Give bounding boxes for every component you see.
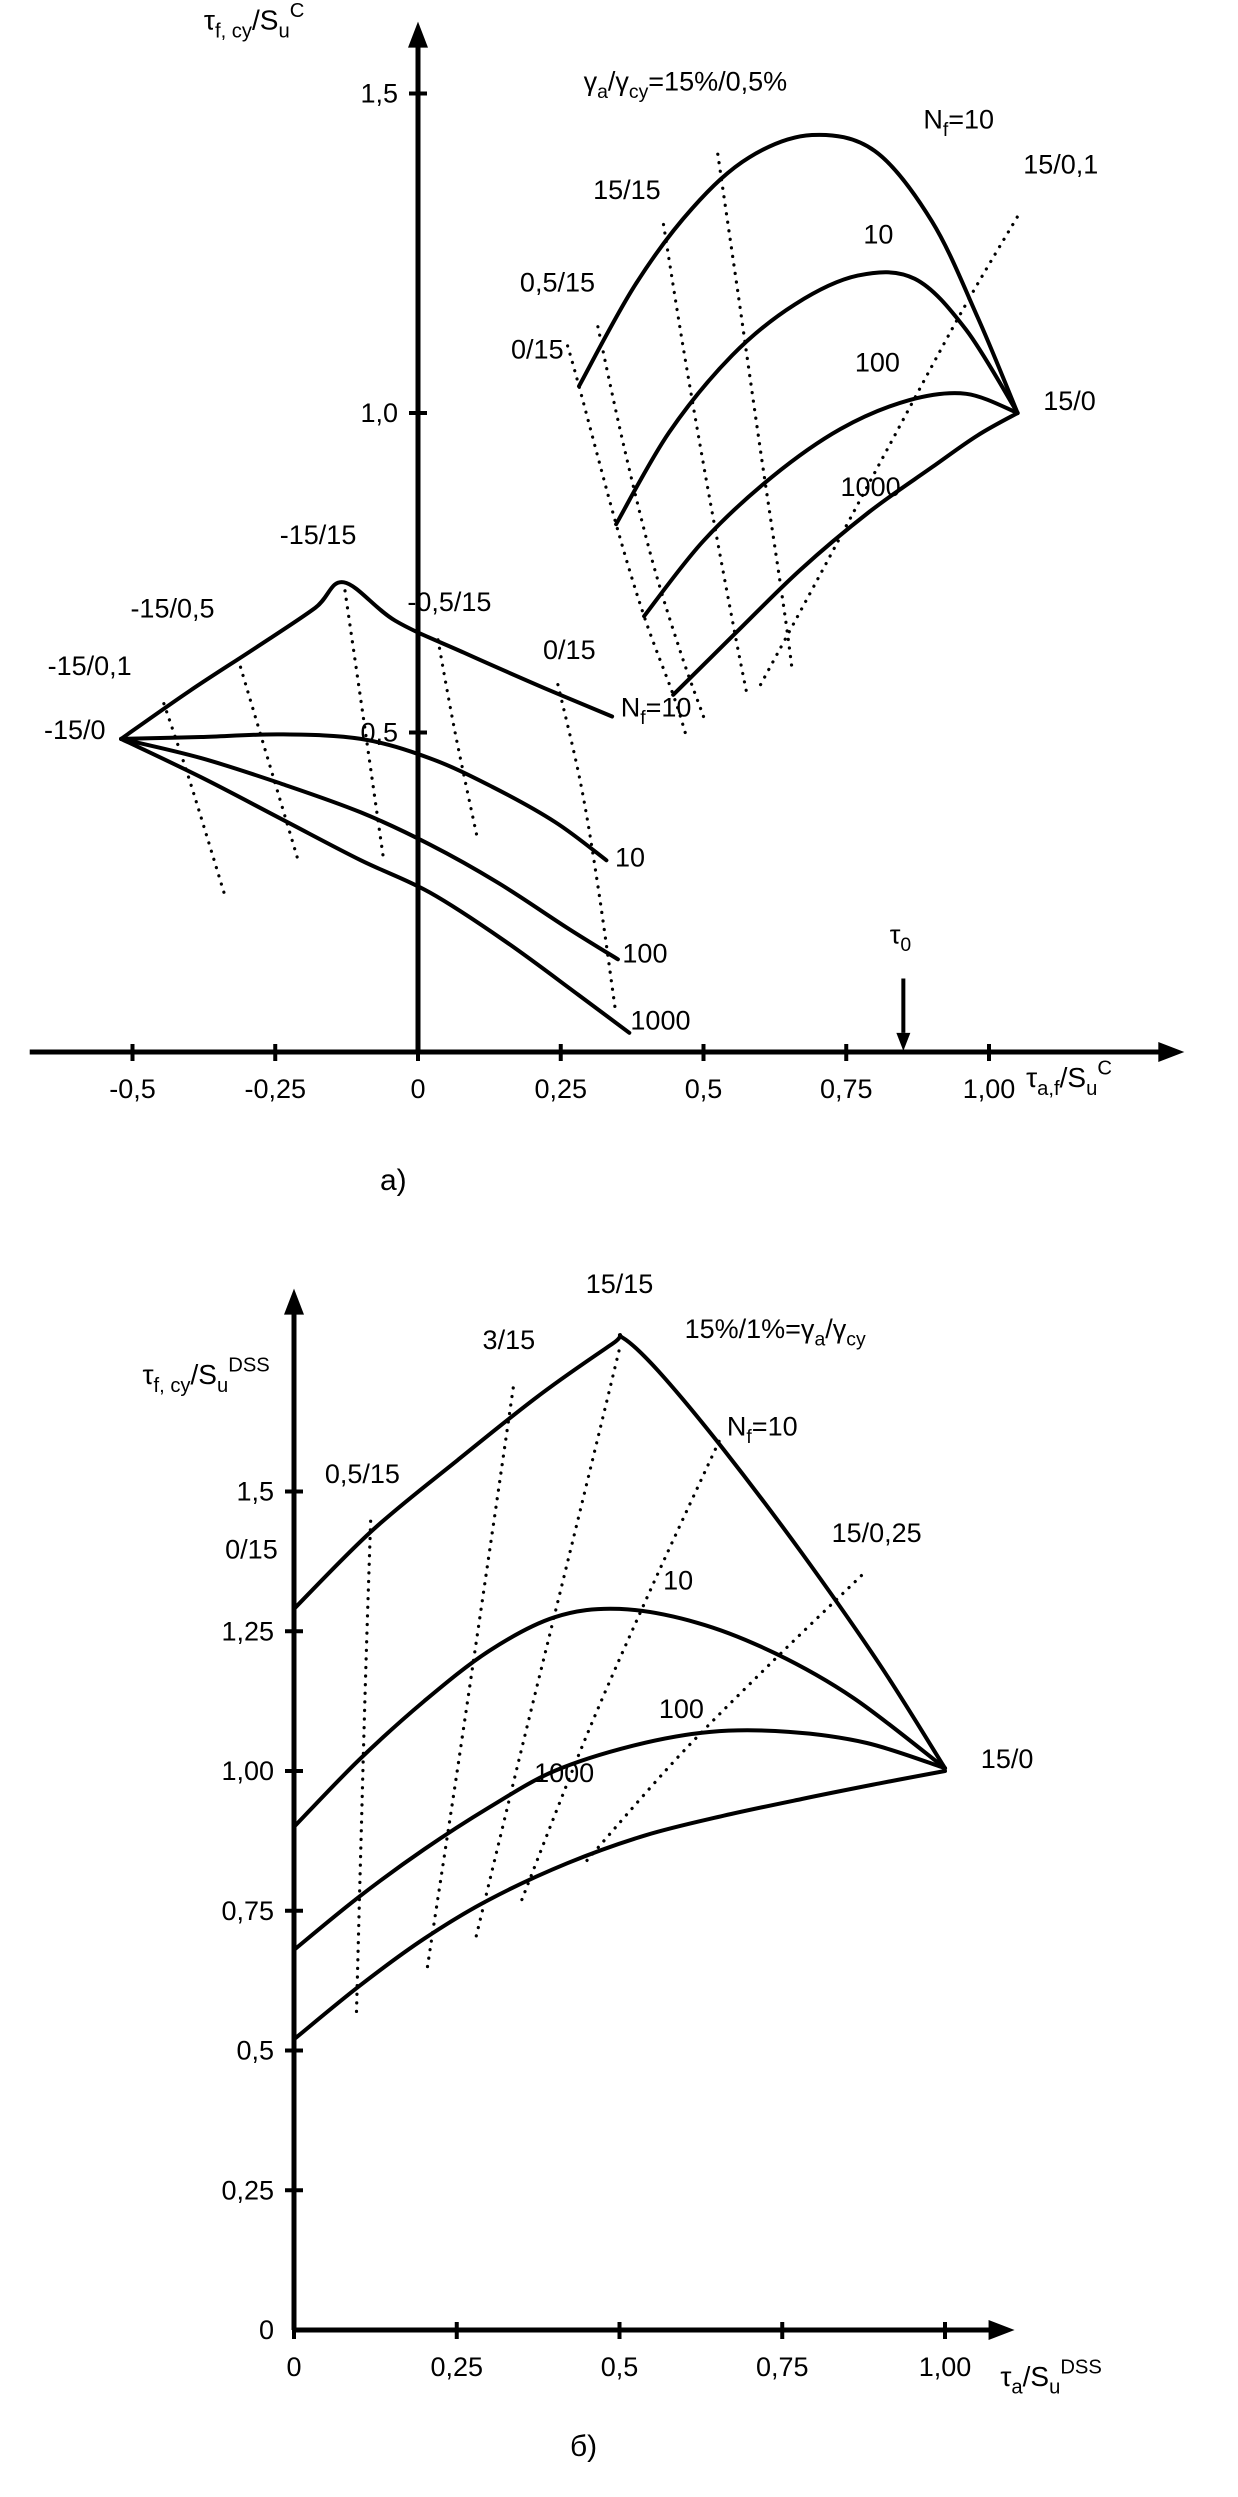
- y-axis-title: τf, cy/SuDSS: [142, 1355, 269, 1397]
- x-axis-title: τa,f/SuC: [1026, 1058, 1112, 1100]
- label-15-15: 15/15: [586, 1269, 654, 1299]
- curve-dss-N10: [292, 1606, 947, 1829]
- y-tick-label: 1,5: [360, 79, 398, 109]
- x-tick-label: 0,5: [685, 1074, 723, 1104]
- strain-contour-15-01: [759, 210, 1022, 687]
- label-nf10-ext: Nf=10: [621, 693, 692, 730]
- label-n10-ext: 10: [615, 843, 645, 873]
- strain-contour-15-05: [716, 152, 794, 671]
- strain-contour-m15-05: [236, 657, 300, 862]
- x-axis-title: τa/SuDSS: [1000, 2356, 1102, 2398]
- label-tau0: τ0: [890, 919, 912, 956]
- tau0-arrow-head: [896, 1032, 911, 1051]
- y-tick-label: 0,75: [221, 1896, 274, 1926]
- curve-dss-Nf10: [292, 1333, 947, 1771]
- x-tick-label: 0,5: [601, 2352, 639, 2382]
- label-n1000-ext: 1000: [630, 1006, 690, 1036]
- label-n1000-comp: 1000: [841, 472, 901, 502]
- x-tick-label: 0,75: [756, 2352, 809, 2382]
- chart-b: 0 0,25 0,5 0,75 1,00 0 0,25 0,5 0,75 1,00 1,25 1,5 1…: [142, 1269, 1102, 2399]
- caption-a-text: а): [380, 1164, 407, 1197]
- label-m05-15: -0,5/15: [407, 587, 491, 617]
- strain-contour-m15-15: [342, 580, 386, 862]
- y-tick-label: 1,25: [221, 1616, 274, 1646]
- curve-extension-Nf10: [119, 580, 615, 741]
- strain-contour-15-15: [474, 1341, 623, 1938]
- label-15-15: 15/15: [593, 175, 661, 205]
- label-n100-ext: 100: [622, 939, 667, 969]
- label-05-15: 0,5/15: [520, 268, 595, 298]
- label-nf10-comp: Nf=10: [923, 105, 994, 142]
- y-tick-label: 1,00: [221, 1756, 274, 1786]
- label-gamma-ratio: γa/γcy=15%/0,5%: [584, 66, 788, 103]
- strain-contour-m05-15: [436, 638, 480, 843]
- x-tick-label: 0,25: [430, 2352, 483, 2382]
- label-15-025: 15/0,25: [832, 1518, 922, 1548]
- label-n10-comp: 10: [863, 220, 893, 250]
- x-tick-label: 0: [410, 1074, 425, 1104]
- label-15-0: 15/0: [981, 1744, 1034, 1774]
- curve-compression-Nf10: [577, 132, 1020, 415]
- curve-extension-N10: [119, 732, 609, 863]
- label-n100-comp: 100: [855, 347, 900, 377]
- curve-compression-N100: [642, 391, 1020, 619]
- label-0-15: 0/15: [225, 1535, 278, 1565]
- y-axis-title: τf, cy/SuC: [204, 0, 304, 42]
- y-tick-label: 0,25: [221, 2175, 274, 2205]
- strain-contour-15-025: [585, 1573, 864, 1862]
- x-tick-label: -0,25: [244, 1074, 306, 1104]
- curve-compression-N1000: [671, 411, 1020, 697]
- y-tick-label: 1,5: [236, 1477, 274, 1507]
- label-n10: 10: [663, 1565, 693, 1595]
- y-tick-label: 0,5: [236, 2036, 274, 2066]
- label-15-0: 15/0: [1043, 386, 1096, 416]
- curve-extension-N1000: [119, 736, 632, 1035]
- label-m15-0: -15/0: [44, 715, 106, 745]
- label-0-15: 0/15: [511, 335, 564, 365]
- figure-caption-a: а): [0, 1150, 1238, 1225]
- y-axis-arrow: [284, 1288, 304, 1315]
- y-tick-label: 1,0: [360, 398, 398, 428]
- y-tick-label: 0: [259, 2315, 274, 2345]
- strain-contour-05-15: [596, 325, 706, 719]
- label-05-15: 0,5/15: [325, 1459, 400, 1489]
- label-n100: 100: [659, 1694, 704, 1724]
- curve-dss-N1000: [292, 1769, 947, 2042]
- label-n1000: 1000: [534, 1758, 594, 1788]
- label-3-15: 3/15: [483, 1325, 536, 1355]
- strain-contour-15-15: [661, 222, 748, 693]
- x-tick-label: 1,00: [919, 2352, 972, 2382]
- strain-contour-15-1: [520, 1436, 722, 1902]
- label-gamma-ratio: 15%/1%=γa/γcy: [685, 1314, 866, 1351]
- x-tick-label: 0: [286, 2352, 301, 2382]
- curve-dss-N100: [292, 1728, 947, 1952]
- y-axis-arrow: [408, 21, 428, 48]
- figure-caption-b: б): [0, 2400, 1238, 2497]
- curve-compression-N10: [614, 270, 1020, 527]
- caption-b-text: б): [570, 2430, 598, 2463]
- label-nf10: Nf=10: [727, 1412, 798, 1449]
- x-tick-label: 0,75: [820, 1074, 873, 1104]
- x-tick-label: 0,25: [534, 1074, 587, 1104]
- strain-contour-0-15-left: [556, 683, 617, 1009]
- strain-contour-0-15: [566, 344, 687, 735]
- chart-a: -0,5 -0,25 0 0,25 0,5 0,75 1,000,51,01,5 γa/γcy…: [29, 0, 1185, 1104]
- strain-contour-m15-01: [162, 702, 226, 894]
- strain-contour-05-15: [354, 1515, 373, 2013]
- label-m15-01: -15/0,1: [48, 651, 132, 681]
- curve-extension-N100: [119, 736, 620, 962]
- label-15-01: 15/0,1: [1023, 149, 1098, 179]
- label-0-15-left: 0/15: [543, 635, 596, 665]
- x-tick-label: 1,00: [963, 1074, 1016, 1104]
- strain-contour-3-15: [425, 1380, 516, 1969]
- label-m15-15: -15/15: [280, 520, 357, 550]
- x-tick-label: -0,5: [109, 1074, 156, 1104]
- x-axis-arrow: [1158, 1042, 1185, 1062]
- label-m15-05: -15/0,5: [130, 593, 214, 623]
- x-axis-arrow: [988, 2320, 1015, 2340]
